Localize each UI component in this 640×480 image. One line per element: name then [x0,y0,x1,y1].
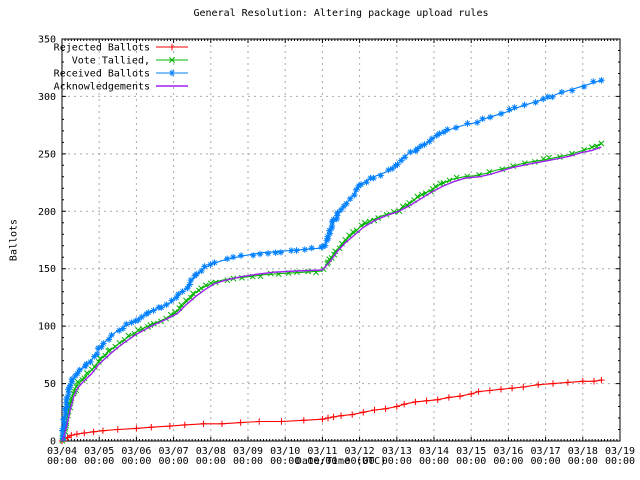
x-tick-date-label: 03/14 [419,446,449,457]
legend-label-rejected-ballots: Rejected Ballots [54,43,150,54]
y-tick-label: 0 [50,437,56,448]
axis-ticks [61,38,621,442]
x-tick-date-label: 03/05 [84,446,114,457]
chart-title: General Resolution: Altering package upl… [193,8,489,19]
y-tick-label: 50 [44,379,56,390]
legend-sample-marker [168,69,176,77]
legend-label-received-ballots: Received Ballots [54,69,150,80]
plot-border [61,38,621,442]
x-tick-date-label: 03/13 [382,446,412,457]
x-tick-date-label: 03/16 [493,446,523,457]
x-tick-time-label: 00:00 [531,456,561,467]
x-tick-date-label: 03/06 [121,446,151,457]
legend-label-vote-tallied-: Vote Tallied, [72,56,150,67]
x-tick-date-label: 03/19 [605,446,635,457]
series-line-vote-tallied- [61,142,602,442]
x-tick-time-label: 00:00 [270,456,300,467]
x-tick-time-label: 00:00 [419,456,449,467]
series-markers-vote-tallied- [59,140,605,444]
x-tick-time-label: 00:00 [196,456,226,467]
x-tick-time-label: 00:00 [493,456,523,467]
x-tick-date-label: 03/09 [233,446,263,457]
x-tick-time-label: 00:00 [159,456,189,467]
x-tick-date-label: 03/17 [531,446,561,457]
y-tick-label: 200 [38,207,56,218]
x-axis-label: Date/Time (UTC) [295,456,387,467]
x-tick-time-label: 00:00 [307,456,337,467]
x-tick-time-label: 00:00 [456,456,486,467]
x-tick-date-label: 03/04 [47,446,77,457]
legend-sample-marker [168,43,176,51]
x-tick-date-label: 03/08 [196,446,226,457]
x-tick-date-label: 03/10 [270,446,300,457]
legend: Rejected Ballots Vote Tallied, Received Ba… [54,43,188,93]
x-tick-time-label: 00:00 [47,456,77,467]
y-tick-label: 100 [38,322,56,333]
x-tick-date-label: 03/18 [568,446,598,457]
x-tick-time-label: 00:00 [233,456,263,467]
x-tick-date-label: 03/07 [159,446,189,457]
gridlines [62,39,620,441]
x-tick-time-label: 00:00 [382,456,412,467]
x-tick-time-label: 00:00 [605,456,635,467]
series-line-rejected-ballots [61,379,602,442]
legend-sample-marker [169,57,175,63]
y-tick-label: 300 [38,92,56,103]
x-tick-date-label: 03/11 [307,446,337,457]
x-tick-time-label: 00:00 [84,456,114,467]
x-tick-time-label: 00:00 [568,456,598,467]
y-tick-label: 150 [38,264,56,275]
x-tick-time-label: 00:00 [345,456,375,467]
legend-label-acknowledgements: Acknowledgements [54,82,150,93]
x-tick-time-label: 00:00 [121,456,151,467]
x-tick-date-label: 03/15 [456,446,486,457]
y-tick-label: 350 [38,35,56,46]
x-tick-date-label: 03/12 [345,446,375,457]
series-line-acknowledgements [61,146,602,442]
y-tick-label: 250 [38,149,56,160]
series-markers-rejected-ballots [58,376,605,445]
